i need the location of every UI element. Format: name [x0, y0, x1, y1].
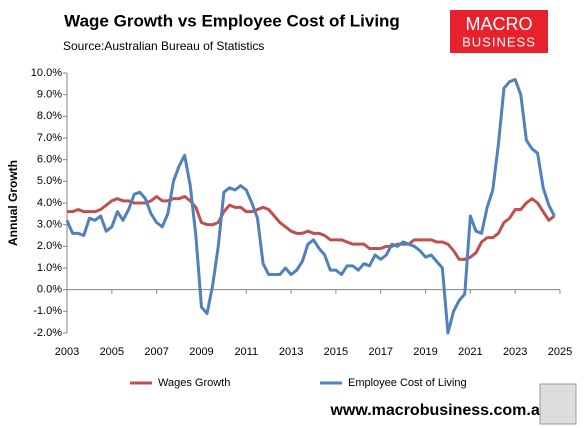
x-tick-label: 2011	[234, 346, 258, 358]
x-tick-label: 2019	[413, 346, 437, 358]
y-tick-label: 0.0%	[37, 284, 62, 296]
logo-line2: BUSINESS	[462, 34, 536, 49]
y-tick-label: 10.0%	[31, 67, 62, 79]
x-tick-label: 2005	[100, 346, 124, 358]
logo-box	[450, 10, 548, 53]
x-tick-label: 2021	[458, 346, 482, 358]
website: www.macrobusiness.com.au	[329, 402, 549, 419]
legend-label: Employee Cost of Living	[348, 377, 467, 389]
y-tick-label: 3.0%	[37, 219, 62, 231]
y-tick-label: 6.0%	[37, 154, 62, 166]
chart-title: Wage Growth vs Employee Cost of Living	[64, 11, 400, 30]
y-tick-label: -1.0%	[33, 305, 62, 317]
x-tick-label: 2017	[368, 346, 392, 358]
y-tick-label: 5.0%	[37, 175, 62, 187]
series-line	[65, 78, 556, 335]
y-tick-label: 2.0%	[37, 240, 62, 252]
y-tick-label: 1.0%	[37, 262, 62, 274]
x-tick-label: 2013	[279, 346, 303, 358]
y-axis-label: Annual Growth	[6, 160, 20, 246]
y-tick-label: 9.0%	[37, 89, 62, 101]
chart-subtitle: Source:Australian Bureau of Statistics	[63, 39, 264, 53]
x-tick-label: 2025	[548, 346, 572, 358]
x-tick-label: 2009	[189, 346, 213, 358]
x-tick-label: 2007	[144, 346, 168, 358]
y-tick-label: 8.0%	[37, 110, 62, 122]
legend-label: Wages Growth	[158, 377, 230, 389]
x-tick-label: 2003	[55, 346, 79, 358]
y-tick-label: 4.0%	[37, 197, 62, 209]
x-tick-label: 2023	[503, 346, 527, 358]
y-tick-label: 7.0%	[37, 132, 62, 144]
wolf-icon	[539, 383, 577, 425]
y-tick-label: -2.0%	[33, 327, 62, 339]
logo-line1: MACRO	[466, 14, 533, 34]
series-line	[67, 195, 556, 261]
x-tick-label: 2015	[324, 346, 348, 358]
